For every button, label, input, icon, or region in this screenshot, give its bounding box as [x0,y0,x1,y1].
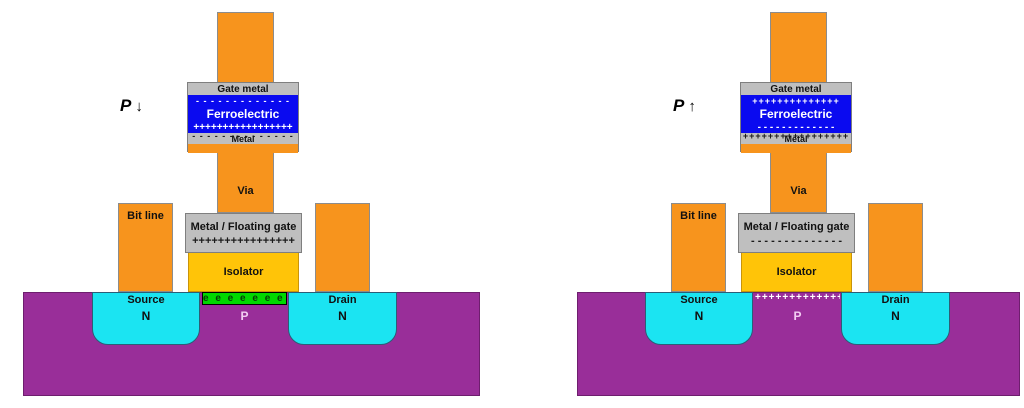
source-doping-label: N [694,309,704,323]
source-label: Source [680,294,718,306]
bit-line-label: Bit line [127,210,164,222]
via-label: Via [237,185,254,197]
floating-gate-layer: Metal / Floating gate ++++++++++++++++ [185,213,302,253]
via-bar: Via [217,151,274,213]
polarization-state-label: P ↑ [673,96,743,116]
polarization-symbol: P [120,96,132,115]
drain-doping-label: N [891,309,900,323]
drain-contact [315,203,370,292]
gate-metal-layer: Gate metal [188,83,298,95]
via-bar: Via [770,151,827,213]
drain-contact [868,203,923,292]
floating-gate-charge-row: ++++++++++++++++ [192,235,295,247]
ferroelectric-label: Ferroelectric [206,107,280,121]
ferroelectric-top-charge-row: ++++++++++++++ [752,97,840,105]
gate-metal-label: Gate metal [217,84,269,95]
hole-channel: +++++++++++++ [755,292,840,303]
floating-gate-layer: Metal / Floating gate - - - - - - - - - … [738,213,855,253]
body-doping-label: P [793,309,802,323]
polarization-state-label: P ↓ [120,96,190,116]
metal-charge-row: +++++++++++++++++ [742,133,850,140]
drain-labels: Drain N [841,294,950,334]
gate-metal-layer: Gate metal [741,83,851,95]
device-polarization-up: +++++++++++++ +++++++++++++ Source N Dra… [553,0,1024,408]
drain-label: Drain [881,294,910,306]
bit-line-contact: Bit line [118,203,173,292]
isolator-label: Isolator [776,266,817,278]
source-labels: Source N [92,294,200,334]
electron-channel: e e e e e e e e [202,292,287,305]
drain-well [288,292,397,345]
bit-line-contact: Bit line [671,203,726,292]
ferroelectric-layer: ++++++++++++++ Ferroelectric - - - - - -… [741,95,851,133]
ferroelectric-layer: - - - - - - - - - - - - - Ferroelectric … [188,95,298,133]
metal-layer: - - - - - - - - - - - - - - Metal [188,133,298,144]
drain-doping-label: N [338,309,347,323]
stack-via-stub [741,144,851,153]
isolator-layer: Isolator [741,252,852,292]
body-doping-label: P [240,309,249,323]
isolator-layer: Isolator [188,252,299,292]
gate-contact-bar [770,12,827,83]
metal-charge-row: - - - - - - - - - - - - - - [192,133,294,140]
metal-label: Metal [231,134,255,144]
source-well [92,292,200,345]
drain-label: Drain [328,294,357,306]
gate-stack: Gate metal - - - - - - - - - - - - - Fer… [187,82,299,153]
gate-stack: Gate metal ++++++++++++++ Ferroelectric … [740,82,852,153]
ferroelectric-bottom-charge-row: - - - - - - - - - - - - - [757,123,835,132]
isolator-label: Isolator [223,266,264,278]
floating-gate-label: Metal / Floating gate [743,221,850,233]
bit-line-label: Bit line [680,210,717,222]
ferroelectric-top-charge-row: - - - - - - - - - - - - - [196,97,290,105]
metal-label: Metal [784,134,808,144]
floating-gate-charge-row: - - - - - - - - - - - - - - [750,235,842,247]
p-substrate [577,292,1020,396]
ferroelectric-label: Ferroelectric [759,107,833,121]
drain-well [841,292,950,345]
source-labels: Source N [645,294,753,334]
gate-metal-label: Gate metal [770,84,822,95]
gate-contact-bar [217,12,274,83]
polarization-symbol: P [673,96,685,115]
stack-via-stub [188,144,298,153]
polarization-up-arrow-icon: ↑ [688,97,696,115]
source-well [645,292,753,345]
drain-labels: Drain N [288,294,397,334]
metal-layer: +++++++++++++++++ Metal [741,133,851,144]
device-polarization-down: e e e e e e e e e e e e e e e e Source N… [0,0,480,408]
source-label: Source [127,294,165,306]
via-label: Via [790,185,807,197]
source-doping-label: N [141,309,151,323]
floating-gate-label: Metal / Floating gate [190,221,297,233]
ferroelectric-bottom-charge-row: +++++++++++++++++ [193,123,293,132]
polarization-down-arrow-icon: ↓ [135,97,143,115]
